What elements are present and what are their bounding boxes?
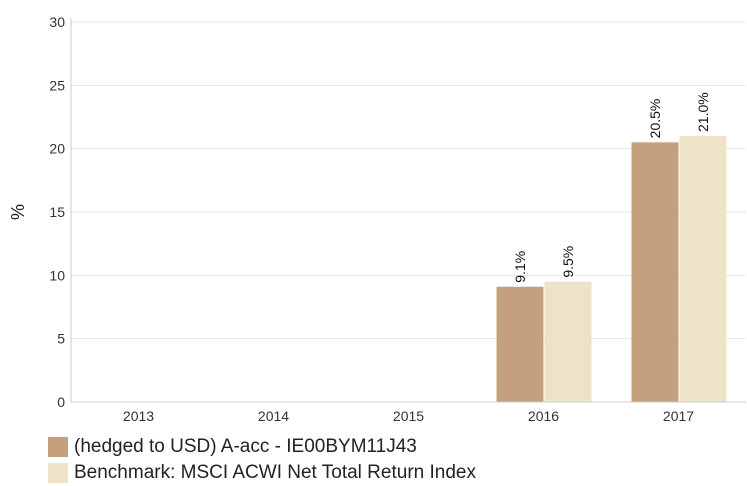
x-tick-label: 2013 [123,408,154,424]
y-axis-ticks: 0 5 10 15 20 25 30 [49,14,65,410]
y-tick-label: 10 [49,267,65,283]
y-tick-label: 20 [49,141,65,157]
data-label: 20.5% [647,99,663,139]
data-label: 9.5% [560,246,576,278]
data-label: 21.0% [695,92,711,132]
data-label: 9.1% [512,251,528,283]
bar-benchmark-2016[interactable] [544,281,592,402]
x-tick-label: 2014 [258,408,289,424]
legend-item-benchmark[interactable]: Benchmark: MSCI ACWI Net Total Return In… [48,460,476,486]
legend-label-fund: (hedged to USD) A-acc - IE00BYM11J43 [74,436,417,457]
y-axis-label: % [8,204,28,220]
legend-label-benchmark: Benchmark: MSCI ACWI Net Total Return In… [74,462,476,483]
y-tick-label: 15 [49,204,65,220]
x-tick-label: 2017 [663,408,694,424]
y-tick-label: 5 [57,331,65,347]
legend-item-fund[interactable]: (hedged to USD) A-acc - IE00BYM11J43 [48,434,476,460]
x-tick-label: 2015 [393,408,424,424]
legend-swatch-benchmark [48,463,68,483]
bar-fund-2017[interactable] [631,142,679,403]
bar-fund-2016[interactable] [496,286,544,402]
legend: (hedged to USD) A-acc - IE00BYM11J43 Ben… [48,434,476,486]
y-tick-label: 25 [49,77,65,93]
x-tick-label: 2016 [528,408,559,424]
x-axis-ticks: 2013 2014 2015 2016 2017 [123,408,694,424]
bar-benchmark-2017[interactable] [679,136,727,402]
y-tick-label: 0 [57,394,65,410]
bars [496,136,727,403]
y-tick-label: 30 [49,14,65,30]
data-labels: 9.1% 9.5% 20.5% 21.0% [512,92,711,282]
legend-swatch-fund [48,437,68,457]
